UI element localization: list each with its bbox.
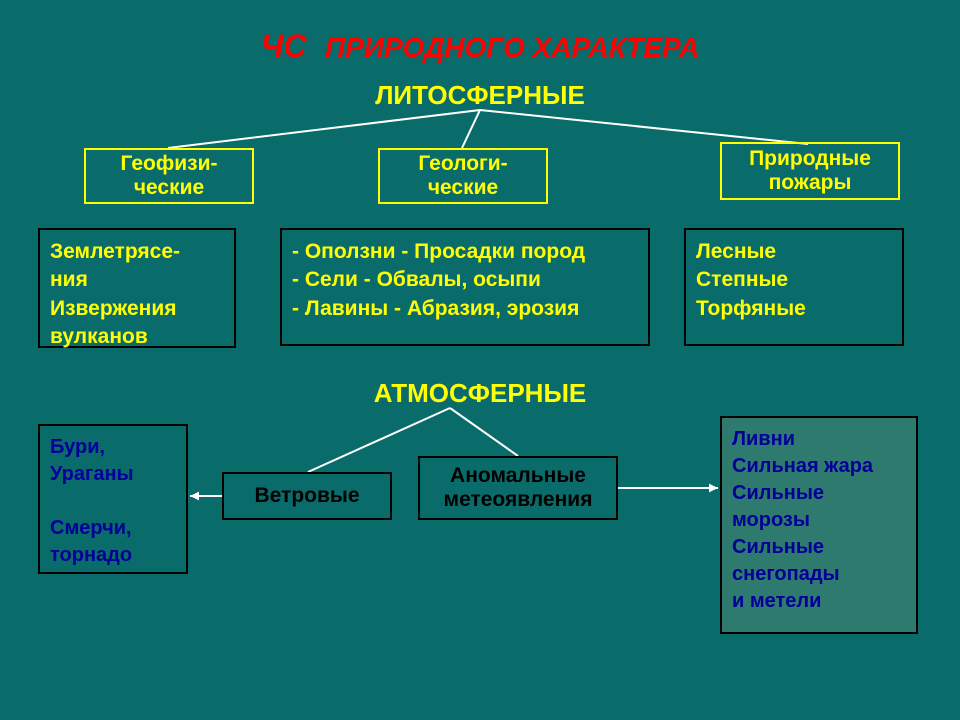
lith-category-2: Природныепожары	[720, 142, 900, 200]
lith-detail-2: ЛесныеСтепныеТорфяные	[684, 228, 904, 346]
lith-category-1-line-1: ческие	[428, 176, 498, 200]
atmo-detail-0-line-2	[50, 488, 176, 515]
atmo-detail-0-line-4: торнадо	[50, 542, 176, 569]
lith-detail-2-line-2: Торфяные	[696, 295, 892, 323]
lith-category-0: Геофизи-ческие	[84, 148, 254, 204]
lith-detail-0-line-2: Извержения	[50, 295, 224, 323]
lith-category-1: Геологи-ческие	[378, 148, 548, 204]
atmo-detail-0: Бури,Ураганы Смерчи,торнадо	[38, 424, 188, 574]
lith-detail-1: - Оползни - Просадки пород- Сели - Обвал…	[280, 228, 650, 346]
atmo-detail-1-line-5: снегопады	[732, 561, 906, 588]
atmo-detail-1-line-6: и метели	[732, 588, 906, 615]
lith-detail-0: Землетрясе- нияИзвержения вулканов	[38, 228, 236, 348]
atmo-category-1-line-0: Аномальные	[450, 464, 586, 488]
section2-heading: АТМОСФЕРНЫЕ	[0, 378, 960, 409]
atmo-category-1-line-1: метеоявления	[444, 488, 593, 512]
atmo-category-0-line-0: Ветровые	[254, 484, 359, 508]
atmo-detail-1-line-2: Сильные	[732, 480, 906, 507]
lith-category-2-line-0: Природные	[749, 147, 871, 171]
title-part1: ЧС	[261, 28, 307, 64]
atmo-detail-1-line-4: Сильные	[732, 534, 906, 561]
atmo-category-1: Аномальныеметеоявления	[418, 456, 618, 520]
atmo-detail-1-line-3: морозы	[732, 507, 906, 534]
lith-category-0-line-0: Геофизи-	[121, 152, 218, 176]
atmo-detail-1-line-1: Сильная жара	[732, 453, 906, 480]
section1-heading: ЛИТОСФЕРНЫЕ	[0, 80, 960, 111]
lith-detail-0-line-0: Землетрясе-	[50, 238, 224, 266]
atmo-category-0: Ветровые	[222, 472, 392, 520]
atmo-detail-0-line-1: Ураганы	[50, 461, 176, 488]
atmo-detail-1-line-0: Ливни	[732, 426, 906, 453]
lith-detail-0-line-1: ния	[50, 266, 224, 294]
atmo-detail-1: ЛивниСильная жараСильныеморозыСильныесне…	[720, 416, 918, 634]
lith-detail-1-line-0: - Оползни - Просадки пород	[292, 238, 638, 266]
atmo-detail-0-line-3: Смерчи,	[50, 515, 176, 542]
lith-detail-1-line-2: - Лавины - Абразия, эрозия	[292, 295, 638, 323]
title-part2: ПРИРОДНОГО ХАРАКТЕРА	[325, 32, 699, 63]
lith-detail-1-line-1: - Сели - Обвалы, осыпи	[292, 266, 638, 294]
lith-detail-0-line-3: вулканов	[50, 323, 224, 351]
lith-category-1-line-0: Геологи-	[418, 152, 507, 176]
main-title: ЧС ПРИРОДНОГО ХАРАКТЕРА	[0, 28, 960, 65]
lith-category-2-line-1: пожары	[769, 171, 852, 195]
atmo-detail-0-line-0: Бури,	[50, 434, 176, 461]
lith-detail-2-line-1: Степные	[696, 266, 892, 294]
lith-detail-2-line-0: Лесные	[696, 238, 892, 266]
lith-category-0-line-1: ческие	[134, 176, 204, 200]
